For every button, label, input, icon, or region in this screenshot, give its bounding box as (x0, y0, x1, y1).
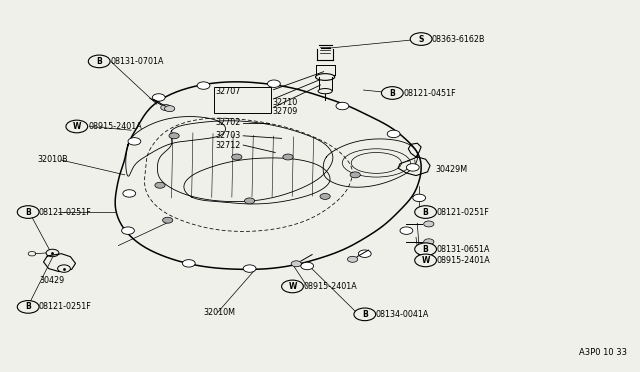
Circle shape (164, 106, 175, 112)
Circle shape (400, 227, 413, 234)
Text: 08131-0701A: 08131-0701A (111, 57, 164, 66)
Circle shape (336, 102, 349, 110)
Text: 32702: 32702 (215, 118, 241, 127)
Text: 08121-0251F: 08121-0251F (38, 208, 91, 217)
Text: 08131-0651A: 08131-0651A (436, 245, 490, 254)
Text: 32709: 32709 (273, 107, 298, 116)
Text: 08121-0451F: 08121-0451F (403, 89, 456, 97)
Text: 30429M: 30429M (435, 165, 467, 174)
Circle shape (415, 243, 436, 256)
Text: 30429: 30429 (40, 276, 65, 285)
Text: B: B (390, 89, 395, 97)
Text: 08915-2401A: 08915-2401A (88, 122, 142, 131)
Text: 32712: 32712 (215, 141, 241, 150)
Circle shape (182, 260, 195, 267)
Circle shape (410, 33, 432, 45)
Ellipse shape (316, 74, 335, 80)
Circle shape (282, 280, 303, 293)
Circle shape (155, 182, 165, 188)
Circle shape (348, 256, 358, 262)
Ellipse shape (318, 89, 332, 94)
Circle shape (424, 221, 434, 227)
Text: S: S (419, 35, 424, 44)
Circle shape (244, 198, 255, 204)
Circle shape (66, 120, 88, 133)
Bar (214, 87, 271, 113)
Text: B: B (97, 57, 102, 66)
Circle shape (415, 254, 436, 267)
Circle shape (123, 190, 136, 197)
Text: W: W (72, 122, 81, 131)
Circle shape (415, 206, 436, 218)
Circle shape (161, 105, 171, 110)
Text: 08121-0251F: 08121-0251F (38, 302, 91, 311)
Text: B: B (362, 310, 367, 319)
Text: B: B (26, 302, 31, 311)
Text: A3P0 10 33: A3P0 10 33 (579, 348, 627, 357)
Circle shape (381, 87, 403, 99)
Text: B: B (423, 245, 428, 254)
Text: 08134-0041A: 08134-0041A (376, 310, 429, 319)
Circle shape (122, 227, 134, 234)
Circle shape (283, 154, 293, 160)
Circle shape (424, 239, 434, 245)
Text: 32710: 32710 (273, 98, 298, 107)
Circle shape (169, 133, 179, 139)
Circle shape (354, 308, 376, 321)
Circle shape (17, 301, 39, 313)
Circle shape (320, 193, 330, 199)
Circle shape (128, 138, 141, 145)
Circle shape (358, 250, 371, 257)
Circle shape (152, 94, 165, 101)
Circle shape (291, 261, 301, 267)
Circle shape (197, 82, 210, 89)
Circle shape (232, 154, 242, 160)
Text: 08915-2401A: 08915-2401A (303, 282, 357, 291)
Circle shape (46, 249, 59, 257)
Circle shape (88, 55, 110, 68)
Circle shape (350, 172, 360, 178)
Text: 32707: 32707 (215, 87, 241, 96)
Text: 32010B: 32010B (37, 155, 68, 164)
Text: 08363-6162B: 08363-6162B (432, 35, 486, 44)
Circle shape (17, 206, 39, 218)
Text: 08121-0251F: 08121-0251F (436, 208, 489, 217)
Text: 08915-2401A: 08915-2401A (436, 256, 490, 265)
Text: B: B (423, 208, 428, 217)
Text: W: W (288, 282, 297, 291)
Circle shape (163, 217, 173, 223)
Text: 32703: 32703 (215, 131, 240, 140)
Text: B: B (26, 208, 31, 217)
Circle shape (387, 130, 400, 138)
Circle shape (243, 265, 256, 272)
Circle shape (413, 194, 426, 202)
Circle shape (268, 80, 280, 87)
Circle shape (301, 262, 314, 270)
Circle shape (406, 164, 419, 171)
Circle shape (58, 265, 70, 272)
Text: W: W (421, 256, 430, 265)
Text: 32010M: 32010M (204, 308, 236, 317)
